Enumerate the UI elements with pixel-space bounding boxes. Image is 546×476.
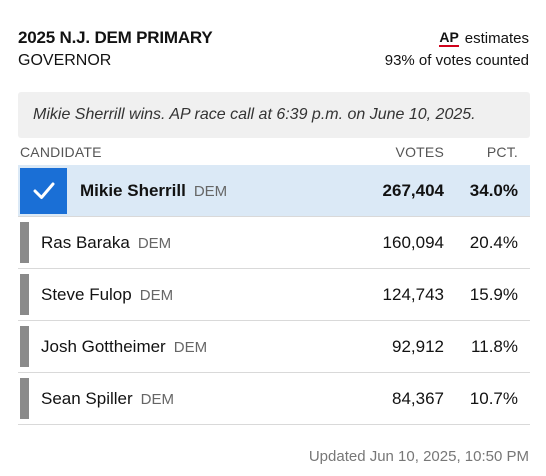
table-row: Sean Spiller DEM 84,367 10.7% bbox=[18, 373, 530, 425]
candidate-bar bbox=[20, 274, 29, 315]
ap-logo: AP bbox=[439, 29, 459, 47]
table-row: Josh Gottheimer DEM 92,912 11.8% bbox=[18, 321, 530, 373]
vote-percent: 15.9% bbox=[469, 285, 518, 304]
party-label: DEM bbox=[140, 391, 175, 408]
race-subtitle: GOVERNOR bbox=[18, 52, 112, 69]
ap-estimates: AP estimates bbox=[439, 30, 529, 47]
vote-count: 84,367 bbox=[392, 389, 444, 408]
estimates-label: estimates bbox=[464, 30, 529, 47]
checkmark-icon bbox=[20, 168, 67, 214]
vote-count: 92,912 bbox=[392, 337, 444, 356]
candidate-name: Sean Spiller DEM bbox=[41, 389, 175, 408]
column-pct: PCT. bbox=[486, 144, 518, 160]
column-candidate: CANDIDATE bbox=[20, 144, 102, 160]
candidate-name: Steve Fulop DEM bbox=[41, 285, 174, 304]
race-call-banner: Mikie Sherrill wins. AP race call at 6:3… bbox=[18, 92, 530, 138]
results-header: 2025 N.J. DEM PRIMARY GOVERNOR AP estima… bbox=[18, 28, 529, 76]
vote-percent: 10.7% bbox=[469, 389, 518, 408]
updated-timestamp: Updated Jun 10, 2025, 10:50 PM bbox=[308, 448, 529, 465]
candidate-bar bbox=[20, 222, 29, 263]
party-label: DEM bbox=[137, 235, 172, 252]
vote-percent: 20.4% bbox=[469, 233, 518, 252]
table-header: CANDIDATE VOTES PCT. bbox=[18, 144, 530, 164]
table-row: Mikie Sherrill DEM 267,404 34.0% bbox=[18, 165, 530, 217]
vote-count: 160,094 bbox=[382, 233, 444, 252]
votes-counted: 93% of votes counted bbox=[384, 52, 529, 69]
table-row: Ras Baraka DEM 160,094 20.4% bbox=[18, 217, 530, 269]
column-votes: VOTES bbox=[395, 144, 444, 160]
candidate-name: Ras Baraka DEM bbox=[41, 233, 172, 252]
party-label: DEM bbox=[139, 287, 174, 304]
table-row: Steve Fulop DEM 124,743 15.9% bbox=[18, 269, 530, 321]
party-label: DEM bbox=[193, 183, 228, 200]
candidate-bar bbox=[20, 378, 29, 419]
vote-percent: 34.0% bbox=[469, 181, 518, 200]
vote-percent: 11.8% bbox=[471, 337, 518, 356]
results-table: Mikie Sherrill DEM 267,404 34.0% Ras Bara… bbox=[18, 165, 530, 425]
candidate-name: Mikie Sherrill DEM bbox=[80, 181, 228, 200]
candidate-bar bbox=[20, 326, 29, 367]
vote-count: 124,743 bbox=[382, 285, 444, 304]
candidate-name: Josh Gottheimer DEM bbox=[41, 337, 208, 356]
vote-count: 267,404 bbox=[382, 181, 444, 200]
race-title: 2025 N.J. DEM PRIMARY bbox=[18, 28, 213, 47]
party-label: DEM bbox=[173, 339, 208, 356]
